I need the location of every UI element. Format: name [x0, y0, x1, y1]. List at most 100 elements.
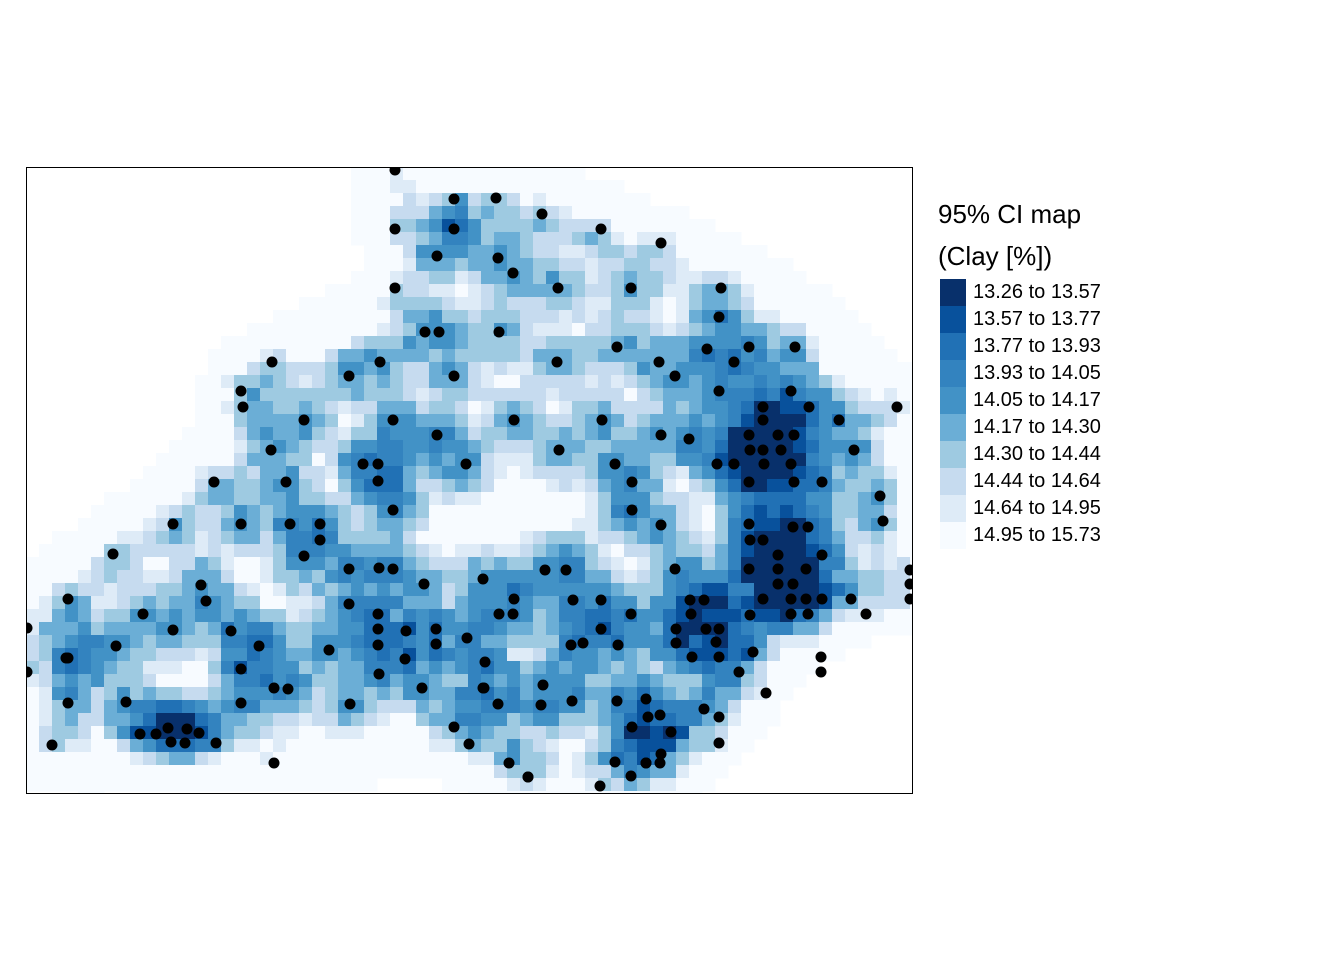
raster-cell	[156, 765, 170, 779]
sample-point	[26, 666, 33, 678]
raster-cell	[182, 427, 196, 441]
raster-cell	[520, 440, 534, 454]
raster-cell	[377, 596, 391, 610]
raster-cell	[663, 752, 677, 766]
raster-cell	[702, 414, 716, 428]
raster-cell	[637, 271, 651, 285]
raster-cell	[325, 414, 339, 428]
raster-cell	[455, 583, 469, 597]
raster-cell	[455, 245, 469, 259]
legend-swatch	[940, 279, 966, 306]
raster-cell	[585, 635, 599, 649]
raster-cell	[260, 388, 274, 402]
raster-cell	[637, 206, 651, 220]
legend-swatch	[940, 333, 966, 360]
raster-cell	[65, 687, 79, 701]
raster-cell	[533, 336, 547, 350]
raster-cell	[273, 726, 287, 740]
raster-cell	[585, 791, 599, 794]
sample-point	[860, 608, 872, 620]
raster-cell	[143, 700, 157, 714]
raster-cell	[156, 583, 170, 597]
raster-cell	[520, 791, 534, 794]
raster-cell	[689, 635, 703, 649]
legend-swatch	[940, 306, 966, 333]
raster-cell	[845, 375, 859, 389]
raster-cell	[104, 648, 118, 662]
raster-cell	[182, 622, 196, 636]
raster-cell	[117, 661, 131, 675]
raster-cell	[559, 505, 573, 519]
raster-cell	[416, 258, 430, 272]
sample-point	[743, 429, 755, 441]
raster-cell	[637, 479, 651, 493]
raster-cell	[455, 297, 469, 311]
raster-cell	[702, 232, 716, 246]
raster-cell	[338, 544, 352, 558]
raster-cell	[403, 674, 417, 688]
raster-cell	[884, 609, 898, 623]
raster-cell	[715, 271, 729, 285]
raster-cell	[221, 648, 235, 662]
raster-cell	[585, 310, 599, 324]
raster-cell	[351, 401, 365, 415]
raster-cell	[780, 271, 794, 285]
raster-cell	[221, 518, 235, 532]
raster-cell	[546, 765, 560, 779]
raster-cell	[221, 362, 235, 376]
raster-cell	[507, 531, 521, 545]
raster-cell	[143, 583, 157, 597]
sample-point	[508, 414, 520, 426]
raster-cell	[611, 323, 625, 337]
raster-cell	[806, 297, 820, 311]
legend-label: 13.93 to 14.05	[973, 362, 1101, 384]
raster-cell	[806, 310, 820, 324]
raster-cell	[234, 531, 248, 545]
raster-cell	[663, 219, 677, 233]
raster-cell	[156, 687, 170, 701]
raster-cell	[299, 726, 313, 740]
raster-cell	[611, 349, 625, 363]
sample-point	[698, 594, 710, 606]
raster-cell	[364, 362, 378, 376]
sample-point	[686, 651, 698, 663]
raster-cell	[468, 206, 482, 220]
raster-cell	[845, 388, 859, 402]
raster-cell	[832, 622, 846, 636]
raster-cell	[520, 531, 534, 545]
raster-cell	[429, 206, 443, 220]
raster-cell	[676, 726, 690, 740]
raster-cell	[364, 596, 378, 610]
raster-cell	[832, 297, 846, 311]
raster-cell	[260, 336, 274, 350]
raster-cell	[767, 531, 781, 545]
raster-cell	[507, 232, 521, 246]
raster-cell	[741, 596, 755, 610]
raster-cell	[520, 596, 534, 610]
raster-cell	[429, 388, 443, 402]
raster-cell	[234, 713, 248, 727]
raster-cell	[494, 622, 508, 636]
raster-cell	[832, 479, 846, 493]
raster-cell	[702, 401, 716, 415]
raster-cell	[494, 466, 508, 480]
raster-cell	[728, 531, 742, 545]
raster-cell	[247, 531, 261, 545]
raster-cell	[377, 531, 391, 545]
raster-cell	[624, 570, 638, 584]
raster-cell	[728, 687, 742, 701]
raster-cell	[364, 414, 378, 428]
raster-cell	[507, 544, 521, 558]
raster-cell	[650, 219, 664, 233]
raster-cell	[572, 661, 586, 675]
raster-cell	[234, 739, 248, 753]
raster-cell	[325, 336, 339, 350]
raster-cell	[611, 401, 625, 415]
raster-cell	[351, 479, 365, 493]
raster-cell	[494, 388, 508, 402]
raster-cell	[39, 674, 53, 688]
raster-cell	[585, 765, 599, 779]
raster-cell	[455, 700, 469, 714]
sample-point	[772, 578, 784, 590]
raster-cell	[572, 492, 586, 506]
